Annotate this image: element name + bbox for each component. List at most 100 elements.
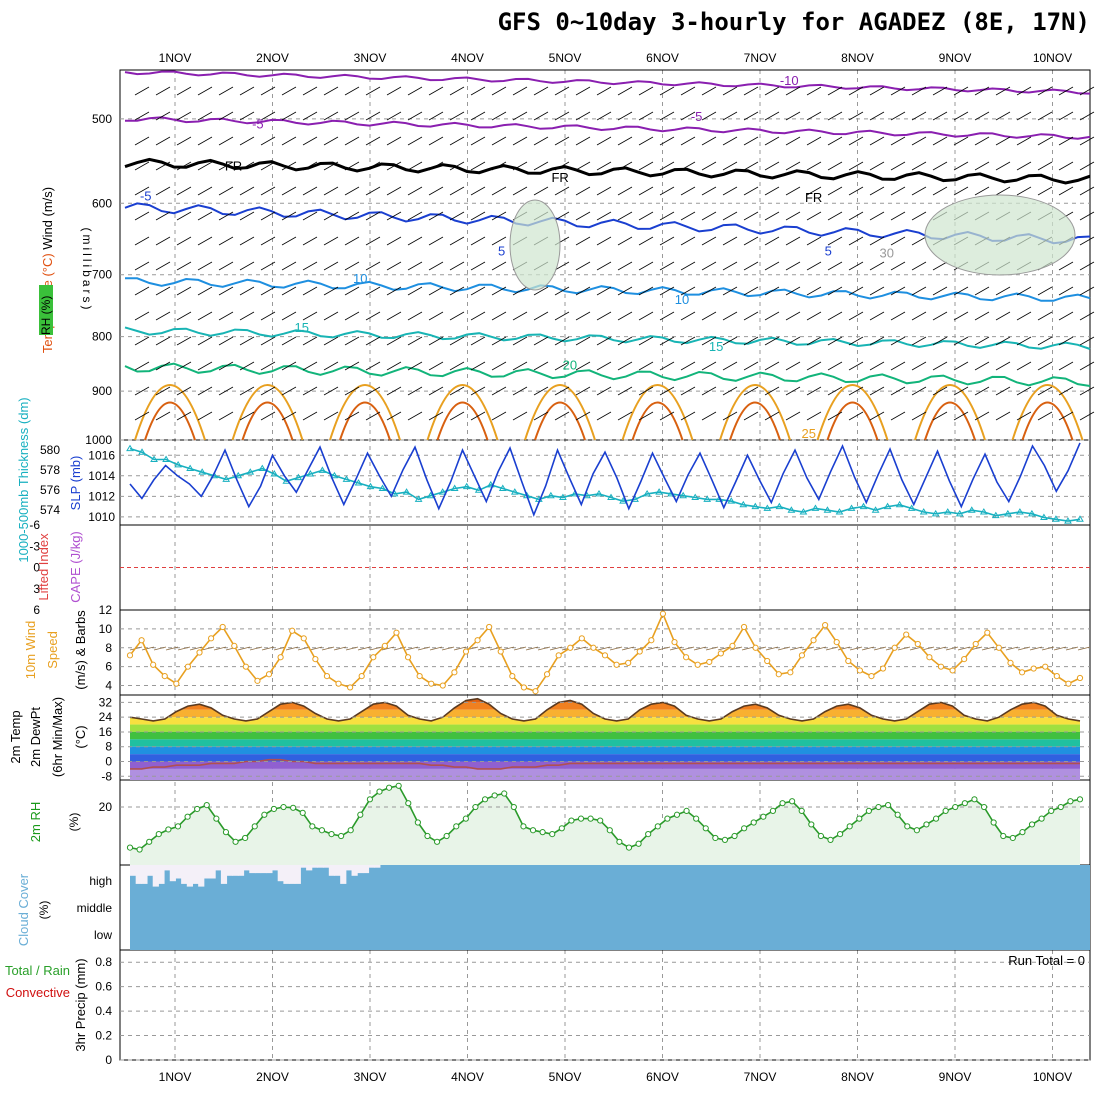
- temp-tick-label: 8: [105, 740, 112, 754]
- wind-barb: [449, 336, 465, 346]
- wind-barb: [323, 161, 339, 171]
- wind-barb: [197, 336, 213, 346]
- rh-marker: [232, 838, 239, 845]
- wind-barb: [470, 361, 486, 371]
- wind-barb: [491, 311, 507, 321]
- wind-barb: [344, 261, 360, 271]
- wind-tick-label: 4: [105, 679, 112, 693]
- wind-barb: [365, 411, 381, 421]
- wind-speed-marker: [462, 648, 470, 655]
- wind-barb: [617, 136, 633, 146]
- isotherm-arc-30: [339, 401, 391, 441]
- rh-marker: [837, 830, 844, 838]
- wind-speed-marker: [856, 667, 863, 674]
- isotherm-arc-30: [826, 401, 879, 441]
- wind-barb: [470, 136, 486, 146]
- wind-barb: [680, 211, 696, 221]
- rh-marker: [865, 807, 872, 815]
- cloud-high-gap: [220, 865, 228, 884]
- wind-barb: [1079, 136, 1095, 146]
- wind-barb: [554, 286, 570, 296]
- wind-barb: [218, 311, 234, 321]
- rh-marker: [309, 823, 316, 830]
- wind-barb: [134, 411, 150, 421]
- wind-barb: [575, 336, 591, 346]
- wind-barb: [827, 111, 843, 121]
- slp-tick-label: 1016: [88, 448, 115, 462]
- wind-barb: [407, 286, 423, 296]
- wind-barb-10m: [249, 646, 263, 651]
- wind-barb-10m: [165, 646, 179, 651]
- wind-barb: [806, 311, 822, 321]
- wind-speed-marker: [682, 654, 690, 661]
- wind-barb: [680, 186, 696, 196]
- wind-barb: [218, 286, 234, 296]
- cloud-high-gap: [374, 865, 381, 868]
- wind-speed-marker: [451, 669, 458, 676]
- wind-barb-10m: [1077, 646, 1091, 651]
- thickness-marker: [186, 464, 195, 472]
- wind-barb: [554, 136, 570, 146]
- wind-barb: [533, 161, 549, 171]
- temp-ylabel: 2m DewPt: [28, 707, 43, 767]
- wind-barb: [722, 386, 738, 396]
- cloud-high-gap: [186, 865, 193, 887]
- rh-marker: [961, 800, 968, 807]
- wind-barb: [197, 361, 213, 371]
- wind-barb: [743, 261, 759, 271]
- rh-marker: [789, 798, 796, 805]
- wind-barb: [386, 211, 402, 221]
- thickness-marker: [955, 509, 964, 517]
- wind-barb: [806, 236, 822, 246]
- wind-barb: [1079, 236, 1095, 246]
- wind-barb: [281, 86, 297, 96]
- isotherm-label: 5: [498, 243, 505, 258]
- wind-barb: [155, 211, 171, 221]
- wind-barb: [134, 111, 150, 121]
- wind-barb: [302, 211, 318, 221]
- date-label-top: 5NOV: [549, 51, 582, 65]
- cloud-high-gap: [169, 865, 176, 882]
- cloud-high-gap: [345, 865, 353, 871]
- wind-speed-marker: [729, 642, 736, 649]
- cloud-ylabel: Cloud Cover: [16, 873, 31, 946]
- thickness-marker: [234, 471, 243, 479]
- wind-barb: [974, 186, 990, 196]
- wind-barb: [974, 411, 990, 421]
- wind-barb: [1058, 361, 1074, 371]
- rh-marker: [433, 838, 441, 845]
- wind-barb: [764, 336, 780, 346]
- wind-barb-10m: [777, 646, 791, 651]
- wind-barb: [743, 361, 759, 371]
- wind-speed-marker: [914, 640, 921, 648]
- thickness-marker: [595, 489, 603, 497]
- wind-barb: [407, 211, 423, 221]
- wind-barb: [617, 361, 633, 371]
- wind-barb: [575, 111, 591, 121]
- pressure-tick-label: 1000: [85, 433, 112, 447]
- wind-barb: [764, 211, 780, 221]
- wind-barb: [659, 311, 675, 321]
- wind-barb: [848, 286, 864, 296]
- wind-barb: [155, 386, 171, 396]
- wind-barb: [701, 361, 717, 371]
- wind-speed-marker: [903, 631, 910, 638]
- rh-marker: [606, 827, 613, 834]
- rh-marker: [453, 823, 460, 830]
- wind-barb: [575, 136, 591, 146]
- thickness-marker: [1040, 513, 1048, 520]
- wind-barb: [407, 186, 423, 196]
- wind-barb-10m: [669, 646, 683, 651]
- isotherm-label: 20: [563, 358, 577, 373]
- wind-barb: [449, 186, 465, 196]
- wind-barb: [239, 136, 255, 146]
- rh-marker: [884, 802, 892, 809]
- thickness-marker: [823, 506, 832, 513]
- rh-marker: [261, 811, 268, 818]
- wind-barb: [659, 386, 675, 396]
- cloud-unit-label: (%): [37, 901, 51, 920]
- thickness-tick-label: 574: [40, 503, 60, 517]
- rh-marker: [203, 802, 210, 809]
- wind-barb: [218, 411, 234, 421]
- wind-barb: [470, 261, 486, 271]
